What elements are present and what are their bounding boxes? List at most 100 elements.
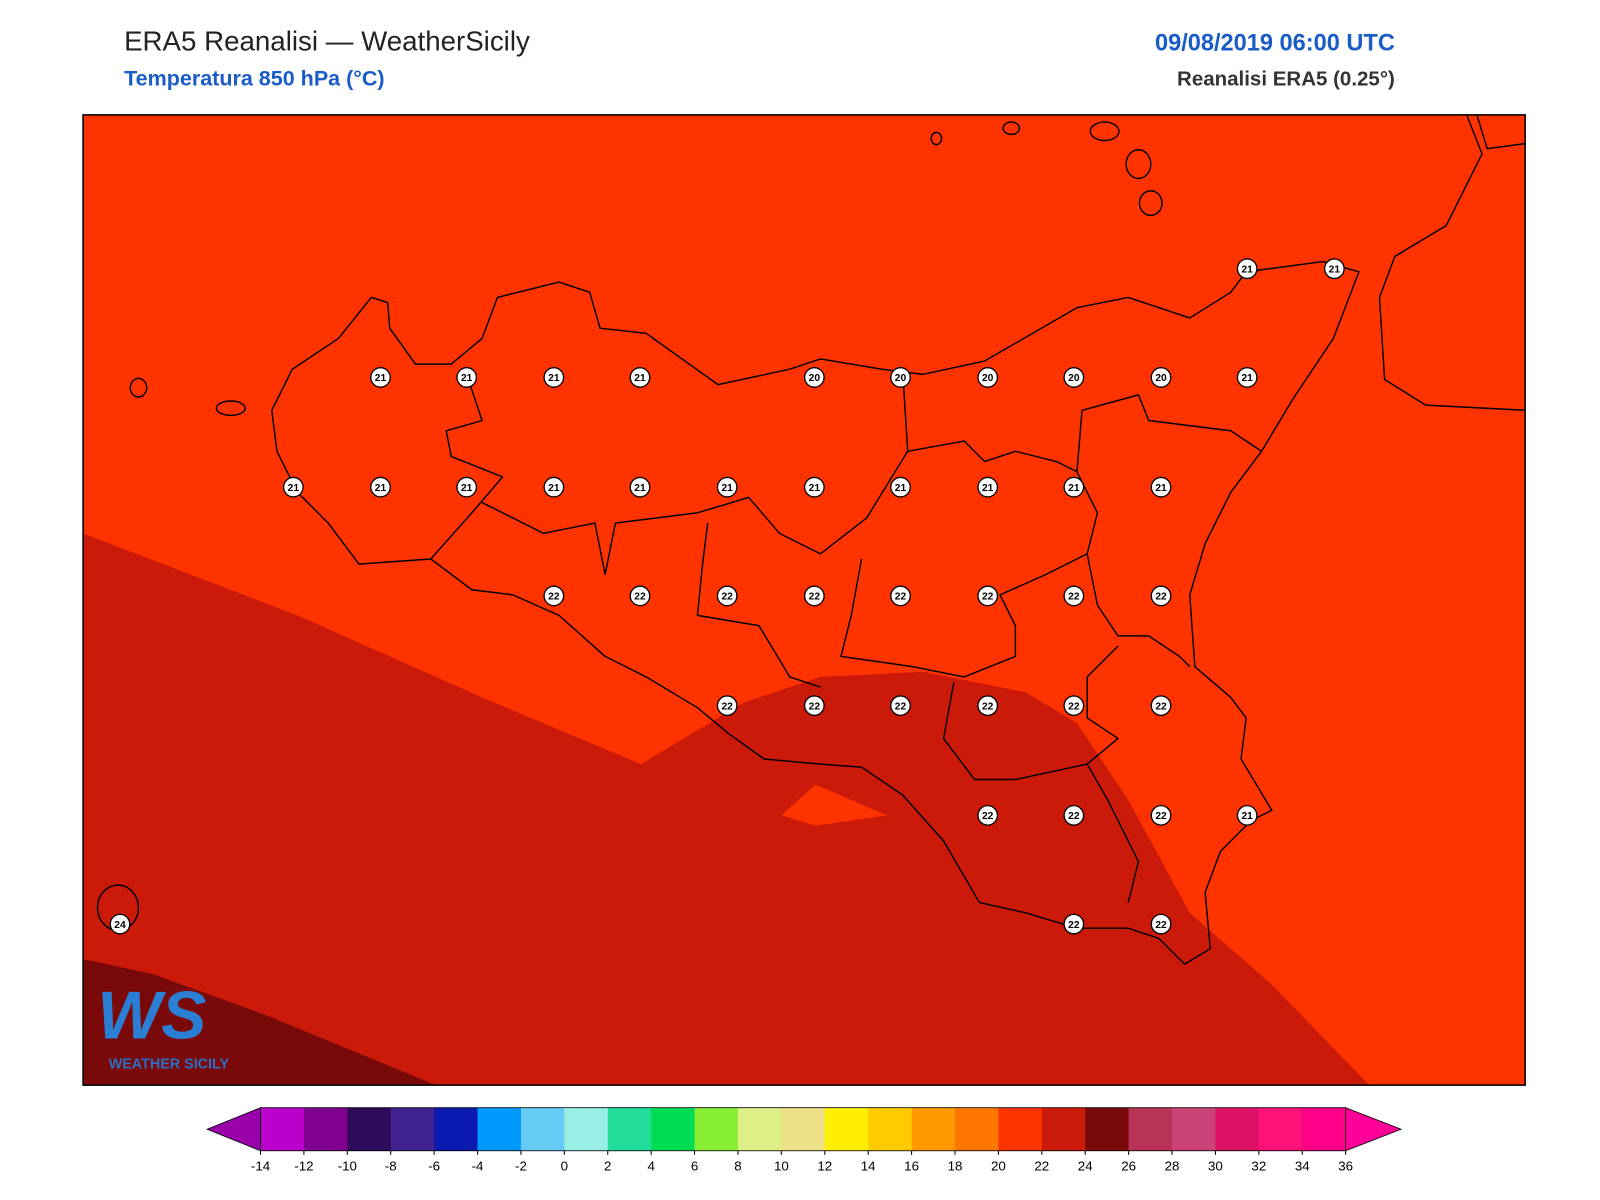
- station-value: 21: [809, 483, 821, 494]
- field-20-22: [781, 784, 888, 826]
- station-marker: [1323, 258, 1345, 280]
- colorbar-swatch: [651, 1107, 696, 1151]
- station-marker: [1150, 476, 1172, 498]
- station-value: 21: [375, 483, 387, 494]
- logo-text: WEATHER SICILY: [109, 1056, 230, 1072]
- colorbar-tick-label: -14: [251, 1159, 271, 1174]
- colorbar-tick-label: -2: [515, 1159, 527, 1174]
- station-marker: [629, 585, 651, 607]
- station-value: 22: [895, 592, 907, 603]
- station-marker: [370, 367, 391, 388]
- colorbar-swatch: [564, 1107, 609, 1151]
- station-value: 21: [634, 373, 646, 384]
- station-value: 22: [809, 592, 821, 603]
- colorbar-swatch: [520, 1107, 565, 1151]
- colorbar-tick-label: -4: [472, 1159, 484, 1174]
- station-marker: [1063, 367, 1085, 388]
- province-borders: [430, 369, 1262, 903]
- station-marker: [629, 367, 651, 388]
- colorbar-tick-label: 36: [1338, 1159, 1353, 1174]
- station-value: 22: [1155, 701, 1167, 712]
- station-value: 21: [895, 483, 907, 494]
- island: [1002, 121, 1021, 136]
- station-value: 21: [1329, 264, 1341, 275]
- colorbar-tick-label: 8: [734, 1159, 741, 1174]
- station-marker: [1063, 476, 1085, 498]
- station-value: 22: [1068, 920, 1080, 931]
- station-marker: [1236, 258, 1258, 280]
- station-marker: [1150, 913, 1172, 935]
- station-marker: [1150, 367, 1172, 388]
- station-value: 21: [1241, 264, 1253, 275]
- colorbar-tick-label: -10: [338, 1159, 357, 1174]
- colorbar-swatch: [607, 1107, 652, 1151]
- station-marker: [890, 585, 911, 607]
- colorbar-border: [260, 1107, 1347, 1152]
- station-marker: [456, 476, 478, 498]
- station-marker: [456, 367, 478, 388]
- colorbar-swatch: [1128, 1107, 1173, 1151]
- colorbar-swatch: [954, 1107, 999, 1151]
- colorbar-tick-label: 16: [904, 1159, 919, 1174]
- station-marker: [1236, 367, 1258, 388]
- station-value: 22: [1068, 592, 1080, 603]
- station-value: 22: [982, 701, 994, 712]
- field-24-26: [83, 958, 436, 1086]
- colorbar-tick-label: 0: [561, 1159, 568, 1174]
- station-marker: [1150, 804, 1172, 826]
- station-marker: [890, 367, 911, 388]
- sicily-coast: [271, 260, 1360, 965]
- station-value: 22: [1155, 920, 1167, 931]
- station-marker: [977, 695, 999, 717]
- station-marker: [543, 585, 565, 607]
- station-value: 22: [982, 811, 994, 822]
- colorbar-tick-label: 20: [991, 1159, 1006, 1174]
- station-value: 21: [461, 483, 473, 494]
- station-value: 22: [1068, 701, 1080, 712]
- colorbar-tick-label: 22: [1034, 1159, 1049, 1174]
- colorbar-swatch: [1172, 1107, 1216, 1151]
- colorbar-under: [206, 1107, 261, 1152]
- station-value: 21: [461, 373, 473, 384]
- colorbar-tick-label: 32: [1251, 1159, 1266, 1174]
- colorbar-swatch: [1258, 1107, 1303, 1151]
- station-marker: [629, 476, 651, 498]
- logo: WS WEATHER SICILY: [97, 978, 229, 1072]
- station-marker: [803, 695, 825, 717]
- colorbar-swatch: [998, 1107, 1043, 1151]
- colorbar-swatch: [260, 1107, 305, 1151]
- colorbar-tick-label: 26: [1121, 1159, 1136, 1174]
- station-value: 20: [809, 373, 821, 384]
- station-value: 21: [548, 483, 560, 494]
- colorbar-swatch: [434, 1107, 479, 1151]
- station-value: 20: [1068, 373, 1080, 384]
- station-value: 21: [548, 373, 560, 384]
- colorbar-tick-label: 12: [817, 1159, 832, 1174]
- island: [1125, 149, 1152, 180]
- station-value: 22: [809, 701, 821, 712]
- colorbar-tick-label: 14: [861, 1159, 876, 1174]
- colorbar-tick-label: -8: [385, 1159, 397, 1174]
- title: ERA5 Reanalisi — WeatherSicily: [124, 25, 530, 56]
- station-marker: [977, 367, 999, 388]
- station-value: 24: [114, 920, 126, 931]
- station-value: 22: [1155, 592, 1167, 603]
- station-marker: [370, 476, 391, 498]
- field-22-24: [83, 533, 1370, 1086]
- colorbar-swatch: [347, 1107, 392, 1151]
- station-value: 22: [1068, 811, 1080, 822]
- colorbar-swatch: [390, 1107, 435, 1151]
- station-marker: [1063, 913, 1085, 935]
- station-marker: [1063, 585, 1085, 607]
- island: [129, 377, 148, 398]
- colorbar-tick-label: -12: [294, 1159, 313, 1174]
- datetime: 09/08/2019 06:00 UTC: [1155, 29, 1395, 55]
- station-value: 21: [1241, 373, 1253, 384]
- logo-mark: WS: [97, 978, 206, 1053]
- colorbar-tick-label: 24: [1078, 1159, 1093, 1174]
- station-marker: [109, 913, 131, 935]
- island: [930, 131, 943, 146]
- colorbar-swatch: [824, 1107, 869, 1151]
- colorbar-swatch: [737, 1107, 782, 1151]
- colorbar-tick-label: 30: [1208, 1159, 1223, 1174]
